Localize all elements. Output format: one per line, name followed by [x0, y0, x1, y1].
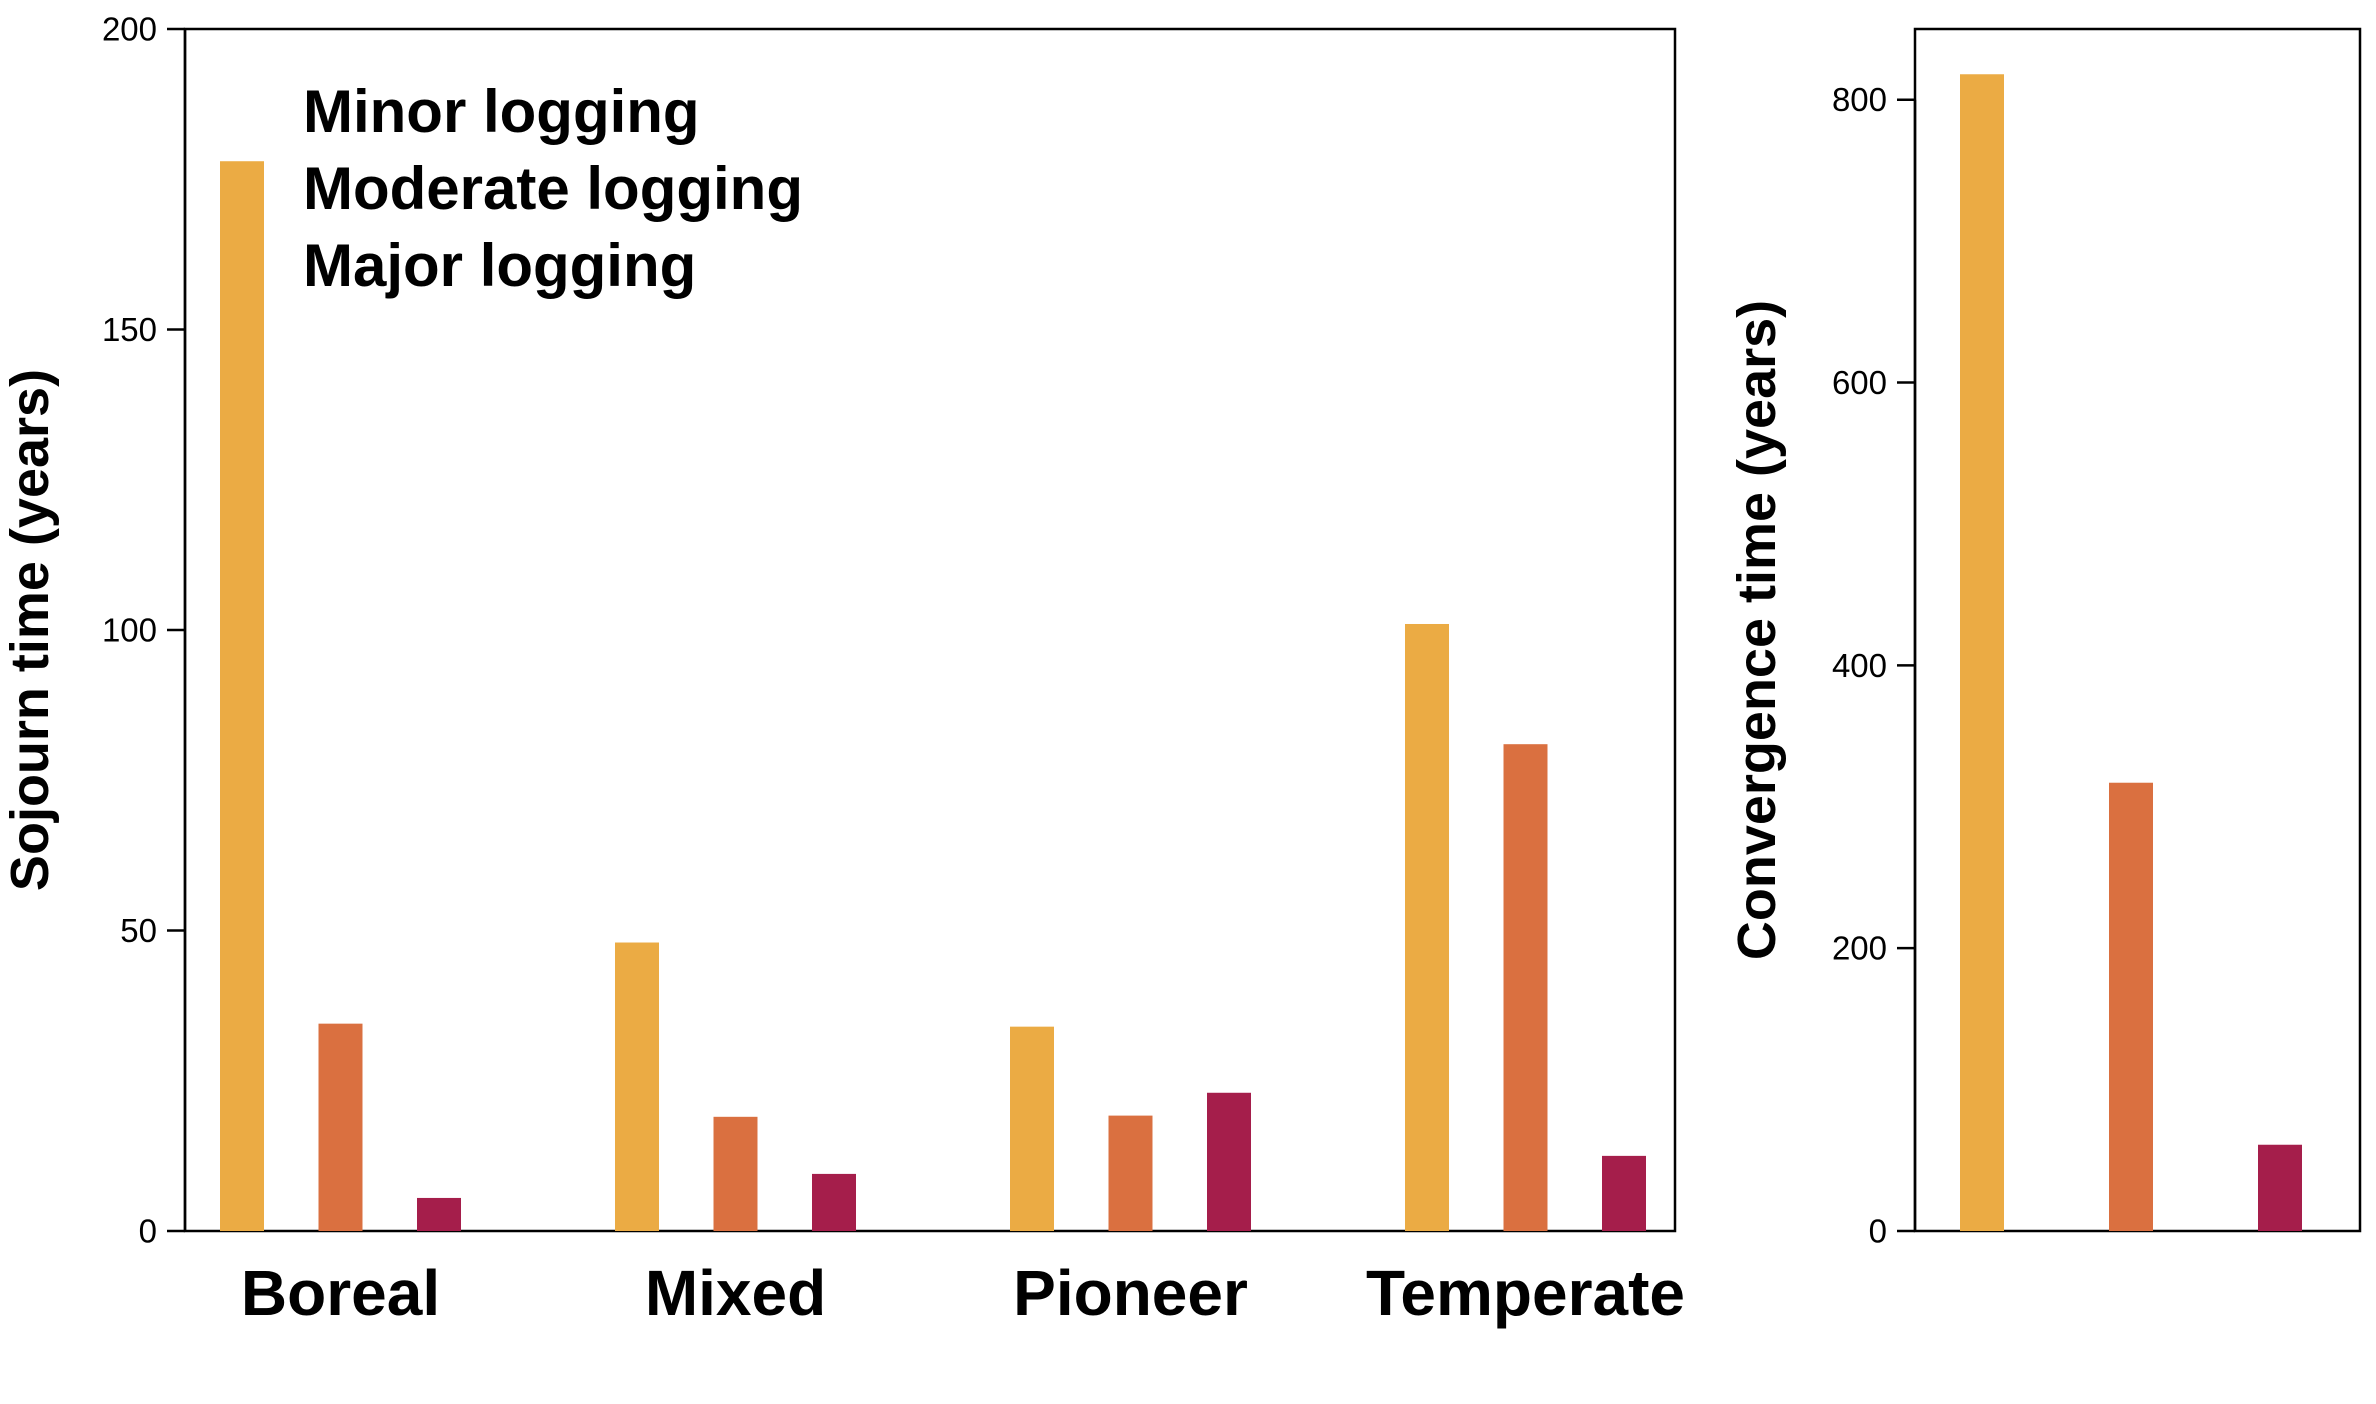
- y-tick-label: 600: [1832, 364, 1887, 401]
- bar-boreal-minor-logging: [220, 161, 264, 1232]
- bars: [1960, 74, 2302, 1232]
- bar-major-logging: [2258, 1144, 2302, 1231]
- legend-major-logging: Major logging: [303, 232, 696, 299]
- bar-boreal-moderate-logging: [318, 1023, 363, 1231]
- y-axis: 0 50 100 150 200: [102, 11, 187, 1250]
- bar-mixed-moderate-logging: [713, 1116, 758, 1231]
- y-tick-label: 100: [102, 612, 157, 649]
- y-tick-label: 50: [120, 912, 157, 949]
- bar-temperate-moderate-logging: [1503, 744, 1548, 1231]
- legend: Minor logging Moderate logging Major log…: [303, 78, 803, 299]
- y-tick-label: 200: [102, 11, 157, 48]
- y-axis-title: Sojourn time (years): [0, 369, 60, 891]
- y-tick-label: 0: [1869, 1213, 1887, 1250]
- x-category-label: Mixed: [645, 1257, 826, 1329]
- legend-moderate-logging: Moderate logging: [303, 155, 803, 222]
- y-tick-label: 150: [102, 311, 157, 348]
- y-tick-label: 800: [1832, 81, 1887, 118]
- sojourn-time-chart: 0 50 100 150 200 Boreal Mixed Pioneer Temperate…: [0, 11, 1685, 1330]
- bar-moderate-logging: [2109, 782, 2153, 1231]
- bar-boreal-major-logging: [417, 1197, 461, 1231]
- bar-minor-logging: [1960, 74, 2004, 1232]
- y-axis-title: Convergence time (years): [1727, 300, 1787, 960]
- y-tick-label: 0: [139, 1213, 157, 1250]
- y-tick-label: 200: [1832, 930, 1887, 967]
- bars: [220, 161, 1646, 1232]
- x-category-label: Boreal: [241, 1257, 440, 1329]
- x-category-label: Pioneer: [1013, 1257, 1248, 1329]
- y-axis: 0 200 400 600 800: [1832, 81, 1917, 1250]
- y-tick-label: 400: [1832, 647, 1887, 684]
- bar-pioneer-major-logging: [1207, 1092, 1251, 1231]
- x-axis-labels: Boreal Mixed Pioneer Temperate: [241, 1257, 1685, 1329]
- bar-mixed-minor-logging: [615, 942, 659, 1231]
- bar-pioneer-moderate-logging: [1108, 1115, 1153, 1231]
- legend-minor-logging: Minor logging: [303, 78, 700, 145]
- convergence-time-chart: 0 200 400 600 800 Convergence time (years): [1727, 27, 2362, 1250]
- bar-mixed-major-logging: [812, 1173, 856, 1231]
- bar-pioneer-minor-logging: [1010, 1026, 1054, 1231]
- x-category-label: Temperate: [1366, 1257, 1685, 1329]
- bar-temperate-minor-logging: [1405, 623, 1449, 1231]
- bar-temperate-major-logging: [1602, 1155, 1646, 1231]
